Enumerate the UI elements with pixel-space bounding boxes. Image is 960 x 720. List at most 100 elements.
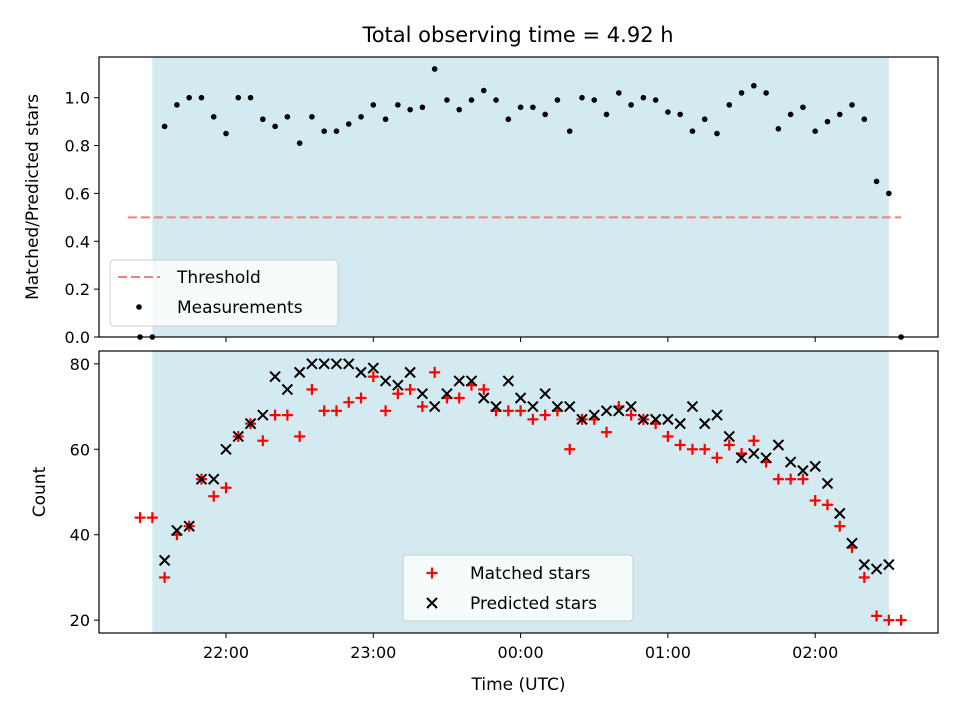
measurement-point — [738, 90, 745, 96]
chart-title: Total observing time = 4.92 h — [361, 23, 673, 47]
predicted-star-point — [858, 558, 871, 571]
predicted-x-b — [834, 507, 846, 520]
predicted-star-point — [821, 477, 834, 490]
measurement-point — [836, 111, 843, 118]
predicted-star-point — [674, 417, 686, 430]
predicted-x-b — [821, 477, 834, 490]
x-tick-label: 01:00 — [645, 643, 691, 662]
predicted-x-b — [637, 413, 650, 426]
measurement-point — [886, 190, 892, 197]
predicted-star-point — [870, 563, 883, 575]
measurement-point — [480, 87, 487, 94]
measurement-point — [591, 97, 598, 103]
predicted-star-point — [723, 430, 735, 443]
matched-star-point — [858, 571, 870, 583]
predicted-x-b — [858, 558, 871, 571]
predicted-x-b — [355, 366, 367, 379]
measurement-points — [137, 66, 904, 340]
matched-star-point — [871, 610, 883, 622]
predicted-x-b — [306, 358, 318, 370]
predicted-x-b — [563, 400, 576, 413]
predicted-x-b — [551, 400, 564, 413]
measurement-point — [812, 128, 818, 134]
predicted-star-point — [613, 405, 625, 417]
measurement-point — [358, 114, 364, 120]
predicted-x-b — [428, 400, 441, 413]
measurement-point — [787, 111, 794, 118]
y-tick-label: 0.4 — [65, 232, 90, 251]
matched-star-point — [686, 443, 698, 455]
ratio-y-ticks: 0.0 0.2 0.4 0.6 0.8 1.0 — [65, 89, 99, 347]
predicted-x-b — [490, 400, 502, 413]
predicted-x-b — [784, 456, 797, 468]
measurement-point — [395, 102, 401, 108]
matched-star-point — [748, 435, 760, 447]
predicted-star-point — [428, 400, 441, 413]
measurement-point — [321, 128, 328, 134]
matched-star-point — [539, 409, 551, 421]
matched-star-point — [662, 430, 674, 442]
legend-predicted-label: Predicted stars — [470, 594, 597, 614]
predicted-x-b — [686, 400, 699, 413]
matched-star-point — [699, 443, 711, 455]
measurement-point — [260, 116, 266, 123]
predicted-x-b — [158, 554, 171, 567]
predicted-star-point — [367, 362, 380, 374]
measurement-point — [849, 102, 855, 108]
predicted-x-b — [674, 417, 686, 430]
predicted-x-b — [220, 443, 232, 455]
predicted-star-point — [625, 400, 637, 413]
measurement-point — [247, 94, 254, 101]
predicted-star-point — [834, 507, 846, 520]
predicted-x-b — [379, 375, 392, 387]
measurement-point — [517, 104, 524, 111]
x-tick-label: 02:00 — [792, 643, 838, 662]
predicted-star-point — [539, 388, 551, 400]
measurement-point — [665, 109, 671, 115]
legend-box — [402, 554, 634, 622]
predicted-x-b — [171, 524, 183, 537]
measurement-point — [861, 116, 868, 123]
predicted-x-b — [453, 375, 465, 387]
predicted-x-b — [870, 563, 883, 575]
predicted-star-point — [527, 400, 539, 413]
x-axis-label: Time (UTC) — [471, 675, 566, 695]
predicted-star-point — [563, 400, 576, 413]
predicted-star-point — [183, 520, 195, 532]
matched-star-point — [625, 409, 637, 421]
ratio-x-ticks — [225, 337, 816, 342]
predicted-x-b — [257, 409, 269, 421]
measurement-point — [566, 128, 573, 134]
count-x-ticks: 22:00 23:00 00:00 01:00 02:00 — [203, 633, 838, 662]
predicted-x-b — [527, 400, 539, 413]
measurement-point — [726, 102, 733, 108]
matched-star-point — [785, 473, 797, 485]
matched-star-point — [208, 490, 220, 502]
measurement-point — [235, 94, 242, 101]
predicted-star-point — [158, 554, 171, 567]
measurement-point — [345, 121, 352, 127]
matched-star-point — [330, 405, 342, 417]
ratio-panel: 0.0 0.2 0.4 0.6 0.8 1.0 Matched/Predicted sta… — [23, 56, 939, 347]
measurement-point — [309, 114, 315, 120]
measurement-point — [223, 130, 229, 137]
predicted-x-b — [392, 379, 404, 391]
predicted-star-point — [171, 524, 183, 537]
predicted-x-b — [760, 452, 772, 464]
predicted-star-point — [232, 430, 244, 443]
predicted-star-point — [809, 460, 821, 473]
measurement-point — [763, 90, 769, 96]
predicted-star-point — [355, 366, 367, 379]
matched-star-point — [146, 512, 158, 524]
predicted-star-point — [784, 456, 797, 468]
predicted-star-point — [318, 358, 330, 370]
y-tick-label: 0.8 — [65, 137, 90, 156]
measurement-point — [616, 90, 622, 96]
measurement-point — [505, 116, 512, 123]
predicted-star-point — [208, 473, 220, 485]
matched-star-point — [306, 383, 318, 395]
measurement-point — [186, 94, 192, 101]
predicted-x-b — [649, 413, 662, 426]
predicted-star-point — [588, 409, 600, 421]
matched-star-point — [478, 383, 490, 395]
